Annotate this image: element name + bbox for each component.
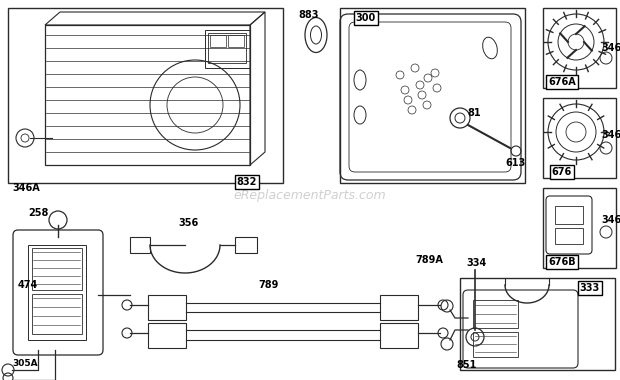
- Bar: [340, 8, 525, 183]
- Text: 789: 789: [258, 280, 278, 290]
- Bar: [543, 188, 616, 268]
- Bar: [543, 98, 616, 178]
- Bar: [473, 332, 518, 357]
- Text: 356: 356: [178, 218, 198, 228]
- Text: 346A: 346A: [12, 183, 40, 193]
- Bar: [208, 33, 246, 63]
- Text: eReplacementParts.com: eReplacementParts.com: [234, 188, 386, 201]
- Bar: [8, 8, 283, 183]
- Text: 832: 832: [237, 177, 257, 187]
- Bar: [32, 294, 82, 334]
- Bar: [555, 228, 583, 244]
- Bar: [235, 237, 257, 253]
- Bar: [148, 295, 186, 320]
- Bar: [205, 30, 250, 68]
- Text: 851: 851: [456, 360, 476, 370]
- Text: 613: 613: [505, 158, 525, 168]
- Bar: [555, 206, 583, 224]
- Bar: [28, 245, 86, 340]
- Text: 474: 474: [18, 280, 38, 290]
- Bar: [130, 237, 150, 253]
- Text: 333: 333: [580, 283, 600, 293]
- Text: 676B: 676B: [548, 257, 576, 267]
- Text: 676A: 676A: [548, 77, 576, 87]
- Bar: [32, 248, 82, 290]
- Bar: [473, 300, 518, 328]
- Text: 81: 81: [467, 108, 480, 118]
- Bar: [380, 295, 418, 320]
- Text: 676: 676: [552, 167, 572, 177]
- Bar: [460, 278, 615, 370]
- Text: 300: 300: [356, 13, 376, 23]
- Text: 305A: 305A: [12, 359, 38, 368]
- Bar: [380, 323, 418, 348]
- Bar: [228, 35, 244, 47]
- Bar: [148, 323, 186, 348]
- Text: 883: 883: [298, 10, 319, 20]
- Bar: [210, 35, 226, 47]
- Text: 258: 258: [28, 208, 48, 218]
- Text: 789A: 789A: [415, 255, 443, 265]
- Text: 346: 346: [601, 130, 620, 140]
- Text: 334: 334: [466, 258, 486, 268]
- Text: 346: 346: [601, 215, 620, 225]
- Text: 346: 346: [601, 43, 620, 53]
- Bar: [543, 8, 616, 88]
